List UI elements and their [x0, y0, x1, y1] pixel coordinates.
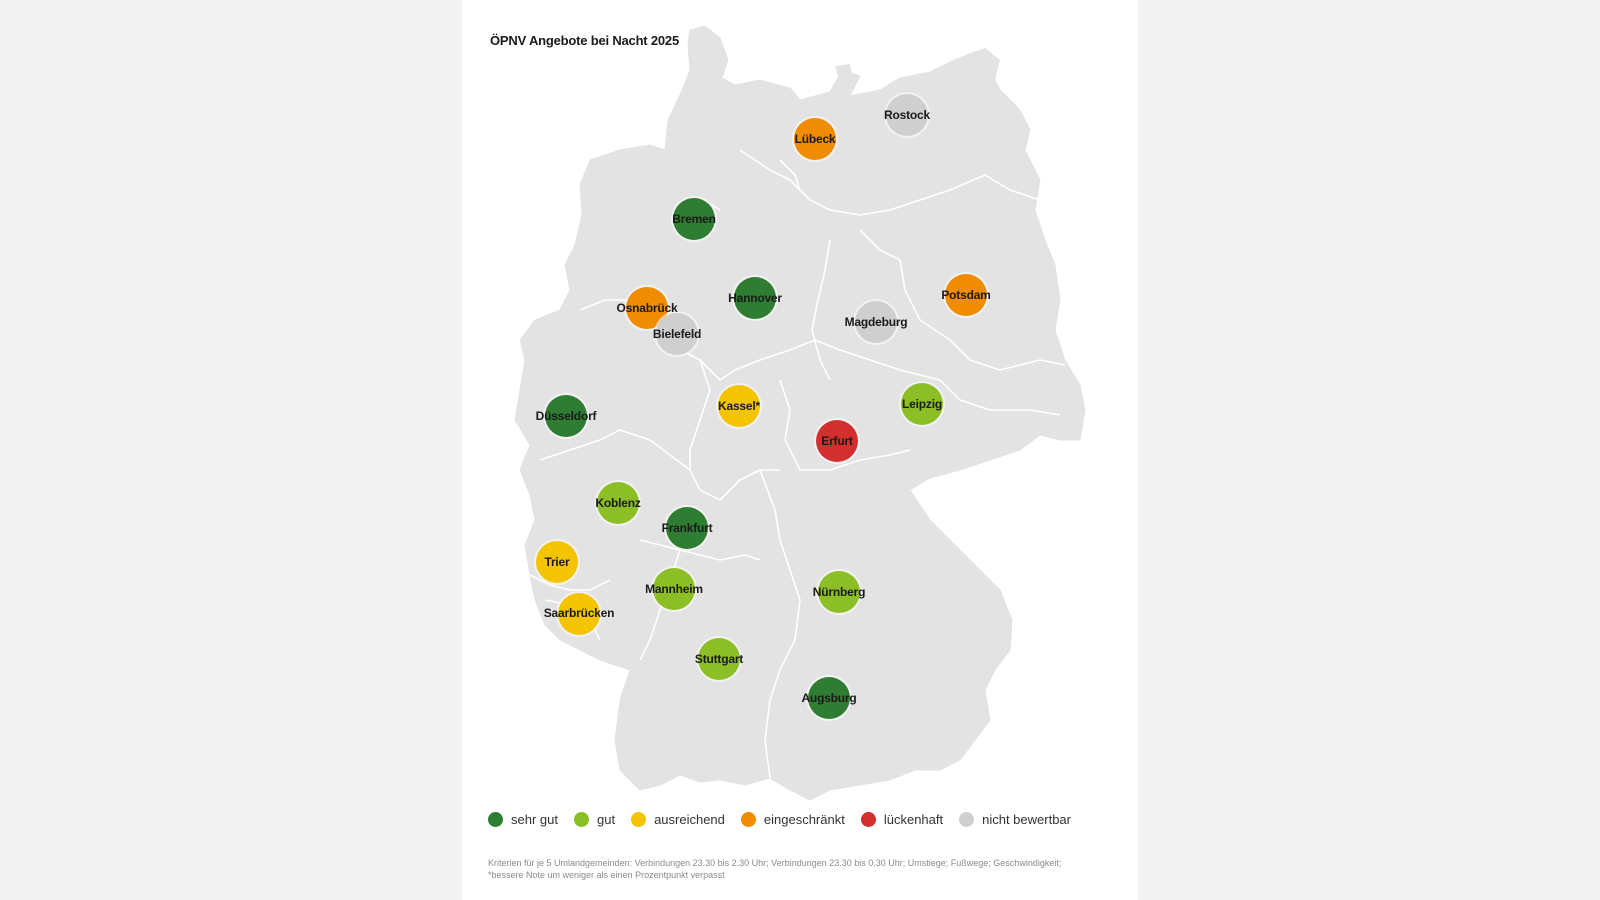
legend-label: eingeschränkt — [763, 812, 845, 827]
legend: sehr gut gut ausreichend eingeschränkt l… — [488, 812, 1087, 827]
city-label: Erfurt — [821, 434, 853, 448]
city-marker — [816, 420, 858, 462]
legend-dot-icon — [488, 812, 503, 827]
city-marker — [855, 301, 897, 343]
city-marker — [597, 482, 639, 524]
legend-dot-icon — [740, 812, 756, 827]
fehmarn-island — [835, 64, 852, 76]
city-marker — [808, 677, 850, 719]
city-marker — [536, 541, 578, 583]
city-label: Rostock — [884, 108, 930, 122]
city-label: Mannheim — [645, 582, 703, 596]
legend-item-lueckenhaft: lückenhaft — [860, 812, 944, 827]
legend-item-eingeschraenkt: eingeschränkt — [740, 812, 845, 827]
legend-label: gut — [596, 812, 616, 827]
legend-label: ausreichend — [654, 812, 725, 827]
city-marker — [656, 313, 698, 355]
city-marker — [558, 593, 600, 635]
legend-dot-icon — [860, 812, 876, 827]
city-marker — [734, 277, 776, 319]
legend-item-gut: gut — [573, 812, 616, 827]
city-marker — [818, 571, 860, 613]
germany-outline — [514, 25, 1086, 801]
city-label: Kassel* — [718, 399, 760, 413]
city-label: Osnabrück — [616, 301, 678, 315]
city-marker — [945, 274, 987, 316]
city-label: Saarbrücken — [543, 606, 615, 620]
city-label: Koblenz — [595, 496, 641, 510]
city-label: Magdeburg — [844, 315, 908, 329]
city-label: Augsburg — [801, 691, 857, 705]
city-label: Hannover — [728, 291, 782, 305]
city-label: Lübeck — [794, 132, 836, 146]
legend-item-nicht-bewertbar: nicht bewertbar — [959, 812, 1071, 827]
legend-item-ausreichend: ausreichend — [631, 812, 725, 827]
city-label: Leipzig — [902, 397, 942, 411]
city-marker — [545, 395, 587, 437]
city-marker — [794, 118, 836, 160]
legend-dot-icon — [631, 812, 647, 827]
legend-label: nicht bewertbar — [982, 812, 1071, 827]
legend-dot-icon — [959, 812, 975, 827]
legend-label: sehr gut — [511, 812, 558, 827]
city-marker — [698, 638, 740, 680]
legend-item-sehr-gut: sehr gut — [488, 812, 558, 827]
footnote: Kriterien für je 5 Umlandgemeinden: Verb… — [488, 858, 1062, 880]
city-label: Düsseldorf — [535, 409, 597, 423]
city-label: Bremen — [672, 212, 716, 226]
city-label: Bielefeld — [652, 327, 702, 341]
city-label: Trier — [544, 555, 570, 569]
city-marker — [653, 568, 695, 610]
ruegen-island — [965, 48, 1000, 85]
city-label: Nürnberg — [812, 585, 866, 599]
city-marker — [901, 383, 943, 425]
city-label: Stuttgart — [694, 652, 744, 666]
city-marker — [718, 385, 760, 427]
legend-dot-icon — [573, 812, 589, 827]
city-marker — [673, 198, 715, 240]
city-marker — [886, 94, 928, 136]
map-title: ÖPNV Angebote bei Nacht 2025 — [490, 33, 679, 48]
legend-label: lückenhaft — [883, 812, 944, 827]
city-label: Frankfurt — [661, 521, 713, 535]
city-marker — [666, 507, 708, 549]
city-label: Potsdam — [941, 288, 991, 302]
